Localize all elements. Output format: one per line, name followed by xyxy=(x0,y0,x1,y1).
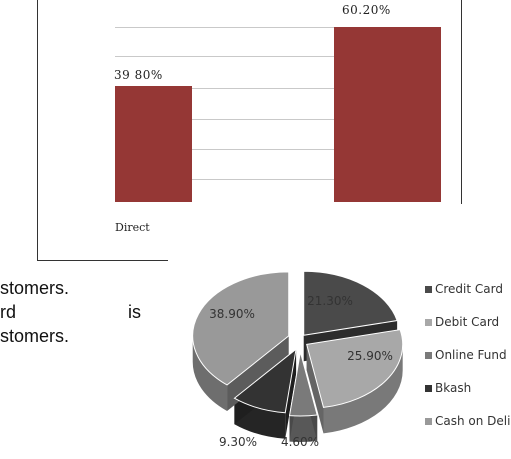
pie-slice-side xyxy=(289,415,318,442)
overlay-mask xyxy=(168,204,468,264)
pie-slice-online-fund xyxy=(288,351,318,417)
legend-item: Debit Card xyxy=(425,311,510,333)
gridline xyxy=(115,179,441,180)
gridline xyxy=(115,149,441,150)
legend-label: Debit Card xyxy=(435,315,500,329)
gridline xyxy=(115,56,441,57)
legend-swatch xyxy=(425,417,432,425)
legend-label: Bkash xyxy=(435,381,472,395)
pie-slice-side xyxy=(323,344,403,434)
legend-swatch xyxy=(425,384,432,392)
pie-value-label: 38.90% xyxy=(209,307,255,321)
body-text-line: stomers. xyxy=(0,326,70,346)
gridline xyxy=(115,119,441,120)
legend-item: Cash on Deli xyxy=(425,410,510,432)
legend-label: Online Fund xyxy=(435,348,507,362)
gridline xyxy=(115,27,441,28)
pie-slice-cash-on-deli xyxy=(192,271,290,386)
pie-legend: Credit Card Debit Card Online Fund Bkash… xyxy=(425,278,510,443)
bar-value-label: 60.20% xyxy=(342,3,391,17)
legend-swatch xyxy=(425,351,432,359)
body-text-line: stomers. xyxy=(0,278,70,298)
pie-slice-credit-card xyxy=(303,270,398,336)
category-label: Direct xyxy=(115,221,150,234)
pie-value-label: 21.30% xyxy=(307,294,353,308)
legend-item: Online Fund xyxy=(425,344,510,366)
pie-value-label: 25.90% xyxy=(347,349,393,363)
bar-value-label: 39 80% xyxy=(114,68,163,82)
legend-swatch xyxy=(425,285,432,293)
pie-value-label: 9.30% xyxy=(219,435,257,449)
pie-slice-wall xyxy=(306,344,324,434)
bar-direct xyxy=(115,86,192,202)
legend-item: Credit Card xyxy=(425,278,510,300)
bar-chart: 39 80% 60.20% Direct xyxy=(37,0,468,264)
pie-slice-side xyxy=(192,335,228,411)
pie-slice-bkash xyxy=(233,347,297,414)
legend-swatch xyxy=(425,318,432,326)
gridline xyxy=(115,88,441,89)
pie-chart: 21.30% 25.90% 4.60% 9.30% 38.90% xyxy=(192,270,404,449)
legend-label: Credit Card xyxy=(435,282,503,296)
pie-slice-debit-card xyxy=(306,329,404,408)
body-text-line: is xyxy=(128,302,141,322)
body-text-line: rd xyxy=(0,302,17,322)
legend-item: Bkash xyxy=(425,377,510,399)
pie-value-label: 4.60% xyxy=(281,435,319,449)
legend-label: Cash on Deli xyxy=(435,414,511,428)
bar-second xyxy=(334,27,441,202)
